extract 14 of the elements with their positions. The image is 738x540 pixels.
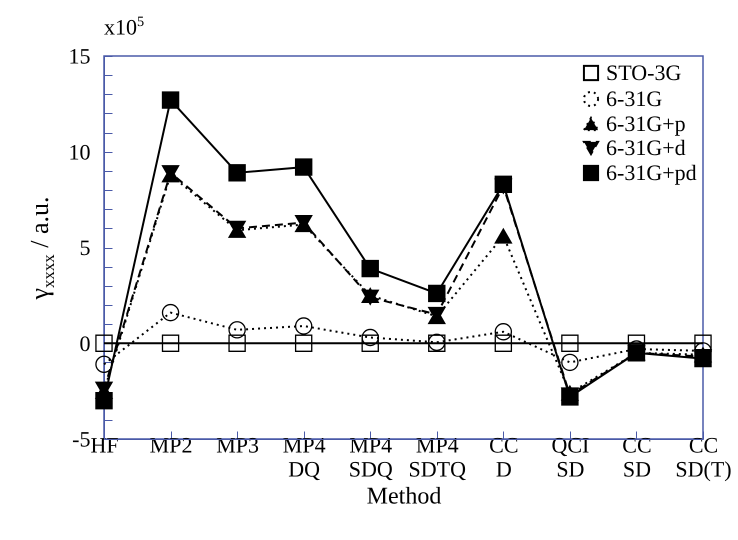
y-tick-label: -5 [72, 426, 90, 452]
legend-label: 6-31G+d [606, 135, 686, 160]
legend-label: 6-31G+p [606, 111, 686, 136]
y-tick-label: 0 [80, 330, 90, 356]
y-tick-label: 10 [68, 139, 90, 164]
x-tick-label: HF [90, 432, 119, 458]
x-axis-title: Method [366, 484, 442, 510]
legend-label: 6-31G [606, 86, 662, 111]
legend-label: 6-31G+pd [606, 160, 697, 185]
y-tick-label: 15 [68, 44, 90, 68]
x-tick-label: CC SD(T) [675, 432, 732, 482]
y-tick-label: 5 [80, 235, 90, 260]
text: x10$^{5}$ [104, 14, 144, 40]
legend-label: STO-3G [606, 60, 682, 85]
